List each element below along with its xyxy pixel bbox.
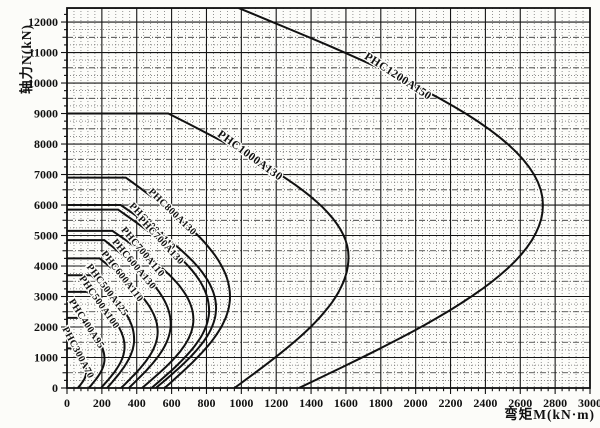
curve-PHC500A125 <box>67 274 136 388</box>
y-tick-label: 2000 <box>34 320 58 334</box>
y-tick-label: 3000 <box>34 290 58 304</box>
y-tick-label: 4000 <box>34 259 58 273</box>
x-tick-label: 1600 <box>334 396 358 410</box>
x-tick-label: 2600 <box>508 396 532 410</box>
x-axis-label: 弯矩M(kN·m) <box>504 407 595 422</box>
curve-label-PHC1200A150: PHC1200A150 <box>362 51 433 103</box>
x-tick-label: 1400 <box>299 396 323 410</box>
axis-ticks <box>61 13 591 394</box>
interaction-curves <box>67 8 544 388</box>
y-tick-label: 5000 <box>34 229 58 243</box>
x-tick-label: 2200 <box>439 396 463 410</box>
y-tick-label: 6000 <box>34 198 58 212</box>
x-tick-label: 1200 <box>264 396 288 410</box>
y-tick-label: 0 <box>52 381 58 395</box>
x-tick-label: 800 <box>197 396 215 410</box>
x-tick-label: 600 <box>163 396 181 410</box>
curve-PHC400A95 <box>67 316 106 388</box>
x-tick-label: 2000 <box>404 396 428 410</box>
curve-PHC300A70 <box>67 347 88 388</box>
curve-PHC800A130 <box>67 176 232 388</box>
curve-PHC1200A150 <box>67 8 544 388</box>
x-tick-label: 3000 <box>578 396 600 410</box>
y-tick-label: 7000 <box>34 168 58 182</box>
x-tick-label: 2400 <box>473 396 497 410</box>
curve-PHC600A110 <box>67 257 159 388</box>
x-tick-label: 0 <box>64 396 70 410</box>
y-tick-label: 9000 <box>34 107 58 121</box>
curve-PHC800A110 <box>67 204 218 388</box>
x-tick-label: 400 <box>128 396 146 410</box>
y-tick-label: 12000 <box>28 15 58 29</box>
curve-PHC600A130 <box>67 239 172 388</box>
grid <box>67 8 590 388</box>
curve-PHC700A110 <box>67 229 195 388</box>
plot-frame <box>66 7 591 389</box>
y-tick-label: 10000 <box>28 76 58 90</box>
curve-PHC700A130 <box>67 208 211 388</box>
curve-PHC500A100 <box>67 290 126 388</box>
x-tick-label: 200 <box>93 396 111 410</box>
x-tick-label: 1800 <box>369 396 393 410</box>
y-tick-label: 1000 <box>34 351 58 365</box>
curve-PHC1000A130 <box>67 112 350 388</box>
x-tick-label: 2800 <box>543 396 567 410</box>
x-tick-label: 1000 <box>229 396 253 410</box>
y-tick-label: 8000 <box>34 137 58 151</box>
y-tick-label: 11000 <box>29 46 58 60</box>
tick-labels: 0 200 400 600 800 1000 1200 1400 1600 1800 2000 220… <box>28 15 600 410</box>
